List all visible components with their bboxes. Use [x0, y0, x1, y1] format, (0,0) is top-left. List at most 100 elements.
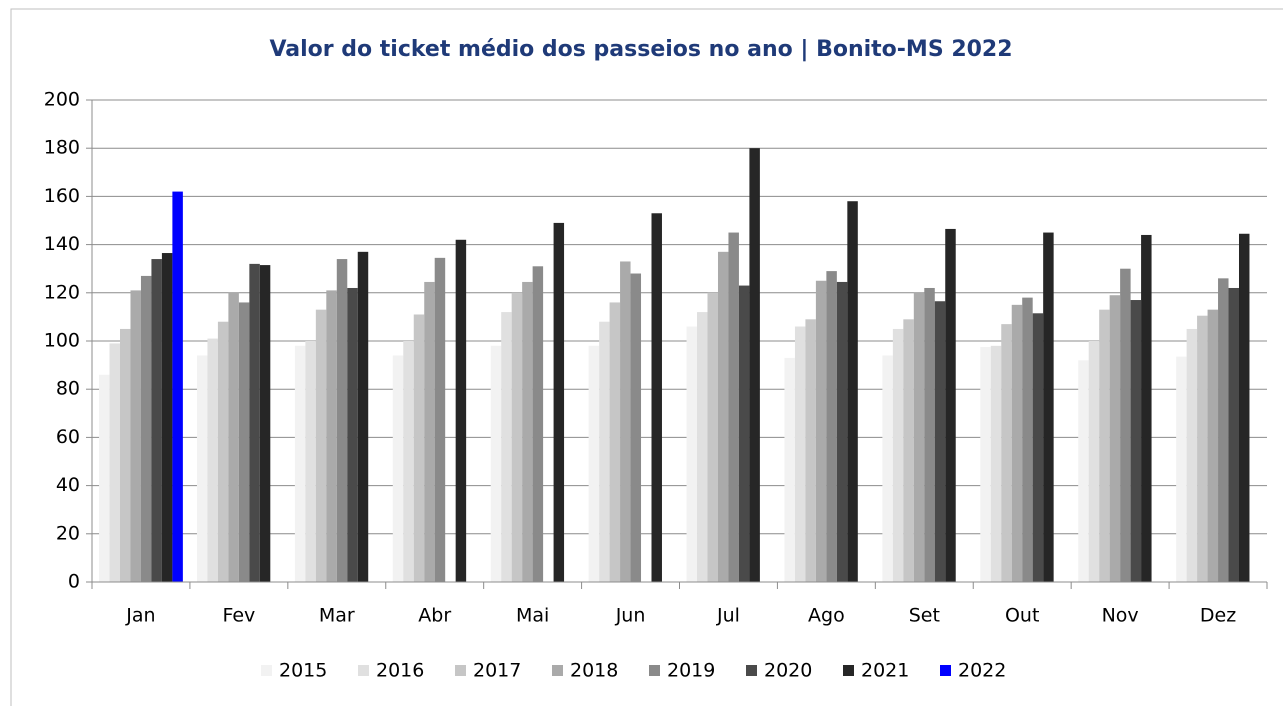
bar [1022, 297, 1033, 582]
bar [130, 290, 141, 582]
bar [1078, 360, 1089, 582]
legend-swatch [552, 665, 563, 676]
bar [1088, 341, 1100, 582]
bar [1120, 268, 1131, 582]
bar [1186, 328, 1198, 582]
bar [924, 287, 935, 582]
bar [620, 261, 631, 582]
bar [501, 312, 512, 582]
bar [424, 281, 435, 582]
legend-label: 2021 [861, 660, 909, 682]
y-tick-label: 40 [56, 474, 80, 496]
bar [434, 257, 446, 582]
bar [892, 328, 904, 582]
legend-label: 2018 [570, 660, 618, 682]
bar [259, 265, 271, 582]
legend-swatch [455, 665, 466, 676]
x-tick-label: Set [909, 605, 940, 627]
y-tick-label: 160 [44, 185, 80, 207]
bar [847, 201, 858, 582]
bar [599, 321, 610, 582]
x-tick-label: Abr [418, 605, 451, 627]
bar [945, 228, 956, 582]
bar [238, 302, 250, 582]
bar [728, 232, 739, 583]
legend-swatch [843, 665, 854, 676]
bar [1130, 300, 1142, 582]
y-tick-label: 0 [68, 571, 80, 593]
bar [1207, 309, 1219, 582]
bar [207, 338, 218, 582]
bar [1043, 232, 1054, 583]
bar [305, 341, 316, 582]
bar [1099, 309, 1110, 582]
y-tick-label: 20 [56, 522, 80, 544]
bar [140, 275, 152, 582]
bar [392, 355, 404, 582]
bar [794, 326, 806, 582]
y-tick-label: 140 [44, 233, 80, 255]
x-tick-label: Dez [1200, 605, 1236, 627]
bar [1141, 234, 1152, 582]
bar [120, 328, 131, 582]
y-tick-label: 60 [56, 426, 80, 448]
bar [903, 319, 914, 582]
bar [980, 347, 991, 582]
bar [805, 319, 816, 582]
bar [109, 343, 121, 582]
bar [99, 374, 110, 582]
bar [990, 345, 1002, 582]
y-tick-label: 80 [56, 378, 80, 400]
bar [413, 314, 425, 582]
bar [686, 326, 698, 582]
bar [1218, 278, 1229, 582]
bar [1228, 287, 1239, 582]
bar [336, 259, 348, 582]
bar [826, 271, 837, 582]
bar [1197, 315, 1208, 582]
legend-swatch [358, 665, 369, 676]
bar [490, 345, 502, 582]
bar [1109, 295, 1121, 582]
legend-label: 2020 [764, 660, 812, 682]
x-tick-label: Out [1005, 605, 1039, 627]
x-tick-label: Ago [808, 605, 845, 627]
bar [934, 301, 946, 582]
x-tick-label: Mai [516, 605, 549, 627]
bar [217, 321, 229, 582]
legend-label: 2015 [279, 660, 327, 682]
bar [697, 312, 708, 582]
legend-swatch [746, 665, 757, 676]
bar [707, 292, 718, 582]
y-tick-label: 200 [44, 89, 80, 111]
bar [1001, 324, 1012, 582]
bar [784, 357, 795, 582]
legend-label: 2019 [667, 660, 715, 682]
bar [455, 239, 467, 582]
x-tick-label: Jan [125, 605, 155, 627]
bar [1011, 304, 1023, 582]
bar [1176, 356, 1187, 582]
bar [347, 287, 358, 582]
y-tick-label: 120 [44, 281, 80, 303]
legend-label: 2022 [958, 660, 1006, 682]
x-tick-label: Nov [1102, 605, 1139, 627]
bar [315, 309, 327, 582]
bar [172, 191, 183, 582]
bar [196, 355, 208, 582]
bar [151, 259, 162, 582]
x-tick-label: Jun [615, 605, 646, 627]
legend-label: 2017 [473, 660, 521, 682]
x-tick-label: Fev [222, 605, 255, 627]
x-tick-label: Mar [319, 605, 355, 627]
chart-title: Valor do ticket médio dos passeios no an… [269, 37, 1012, 62]
bar [717, 251, 729, 582]
bar [738, 285, 750, 582]
bar [522, 281, 533, 582]
bar [1032, 313, 1044, 582]
bar [1238, 233, 1250, 582]
bar [553, 222, 565, 582]
bar [749, 148, 760, 582]
y-tick-label: 180 [44, 137, 80, 159]
